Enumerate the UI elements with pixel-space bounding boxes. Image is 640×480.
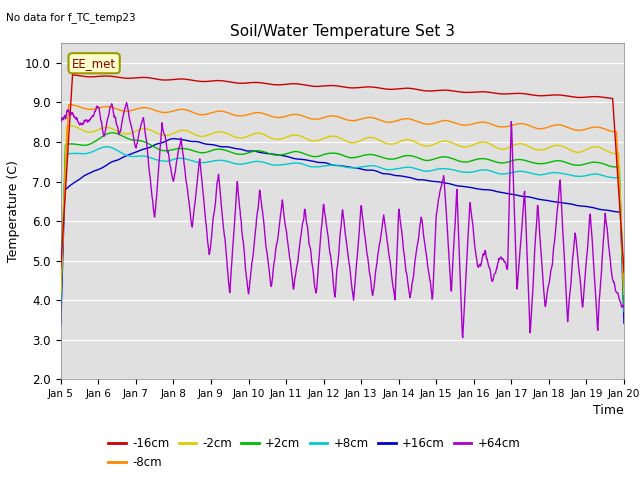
Title: Soil/Water Temperature Set 3: Soil/Water Temperature Set 3 bbox=[230, 24, 455, 39]
Y-axis label: Temperature (C): Temperature (C) bbox=[6, 160, 20, 262]
Text: No data for f_TC_temp23: No data for f_TC_temp23 bbox=[6, 12, 136, 23]
Text: EE_met: EE_met bbox=[72, 57, 116, 70]
X-axis label: Time: Time bbox=[593, 405, 624, 418]
Legend: -16cm, -8cm, -2cm, +2cm, +8cm, +16cm, +64cm: -16cm, -8cm, -2cm, +2cm, +8cm, +16cm, +6… bbox=[104, 433, 525, 474]
